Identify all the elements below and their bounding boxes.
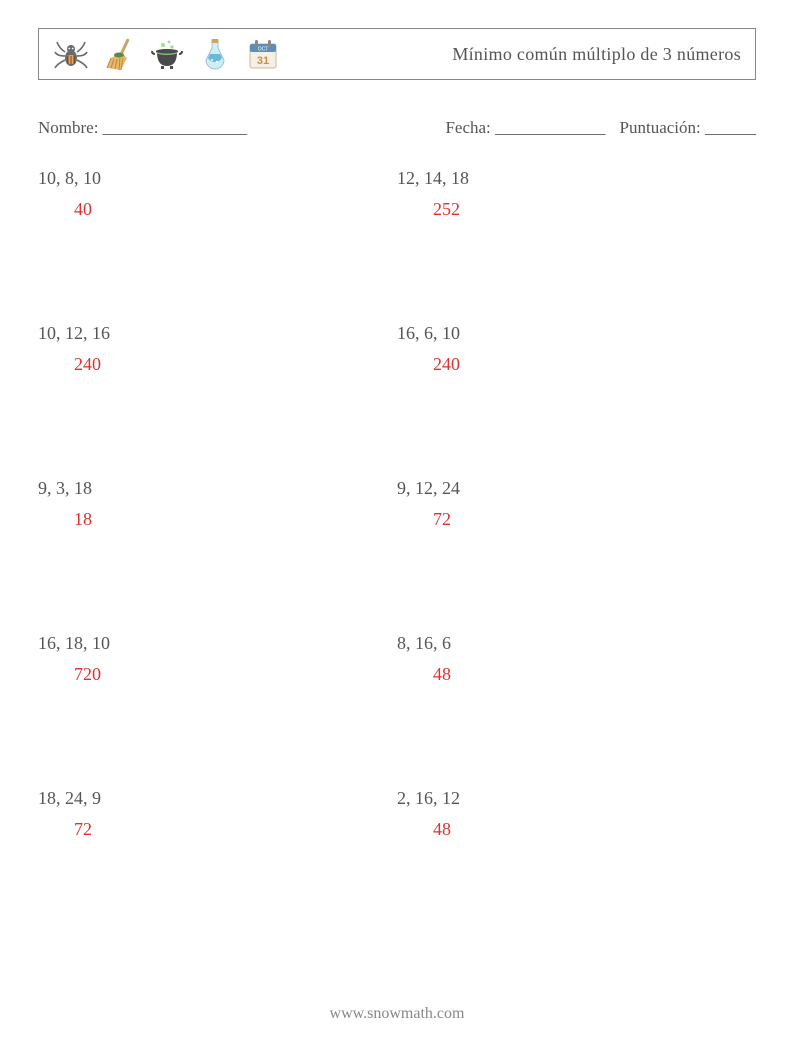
score-field: Puntuación: ______ [620,118,756,138]
date-field: Fecha: _____________ [445,118,605,138]
problem-item: 9, 3, 18 18 [38,478,397,633]
problem-item: 16, 6, 10 240 [397,323,756,478]
problem-question: 10, 8, 10 [38,168,397,189]
problem-item: 8, 16, 6 48 [397,633,756,788]
problem-item: 2, 16, 12 48 [397,788,756,943]
problem-question: 9, 12, 24 [397,478,756,499]
problem-answer: 72 [397,509,756,530]
problem-answer: 252 [397,199,756,220]
problem-item: 10, 12, 16 240 [38,323,397,478]
name-field: Nombre: _________________ [38,118,445,138]
problem-question: 16, 6, 10 [397,323,756,344]
problem-answer: 240 [38,354,397,375]
problem-question: 10, 12, 16 [38,323,397,344]
meta-row: Nombre: _________________ Fecha: _______… [38,118,756,138]
problem-question: 18, 24, 9 [38,788,397,809]
cauldron-icon [149,36,185,72]
svg-text:OCT: OCT [258,47,269,53]
problem-question: 8, 16, 6 [397,633,756,654]
broom-icon [101,36,137,72]
potion-icon [197,36,233,72]
problem-answer: 18 [38,509,397,530]
svg-text:31: 31 [257,55,269,67]
problem-question: 2, 16, 12 [397,788,756,809]
problem-answer: 40 [38,199,397,220]
problem-answer: 720 [38,664,397,685]
problems-grid: 10, 8, 10 40 12, 14, 18 252 10, 12, 16 2… [38,168,756,943]
worksheet-header: 31 OCT Mínimo común múltiplo de 3 número… [38,28,756,80]
problem-item: 16, 18, 10 720 [38,633,397,788]
calendar-icon: 31 OCT [245,36,281,72]
problem-answer: 48 [397,819,756,840]
worksheet-title: Mínimo común múltiplo de 3 números [452,44,741,65]
problem-item: 18, 24, 9 72 [38,788,397,943]
problem-item: 10, 8, 10 40 [38,168,397,323]
problem-answer: 240 [397,354,756,375]
problem-answer: 72 [38,819,397,840]
problem-item: 9, 12, 24 72 [397,478,756,633]
problem-question: 12, 14, 18 [397,168,756,189]
problem-question: 16, 18, 10 [38,633,397,654]
footer-url: www.snowmath.com [0,1005,794,1023]
header-icons: 31 OCT [53,36,281,72]
spider-icon [53,36,89,72]
problem-answer: 48 [397,664,756,685]
problem-question: 9, 3, 18 [38,478,397,499]
problem-item: 12, 14, 18 252 [397,168,756,323]
